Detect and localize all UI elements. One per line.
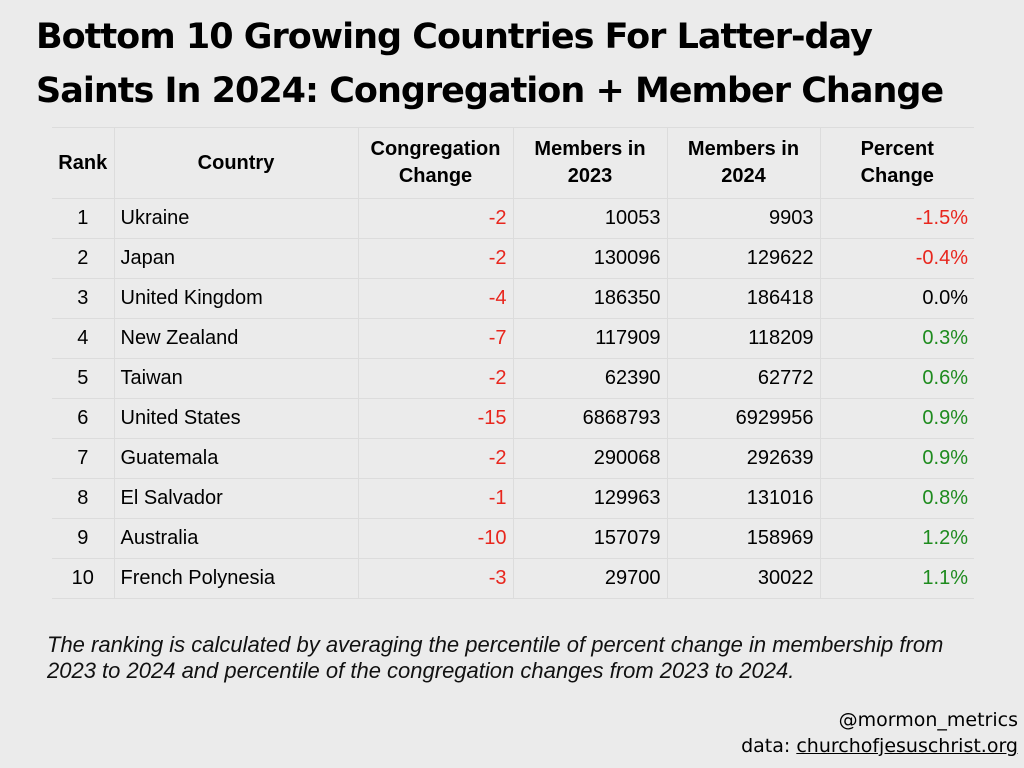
cell-members-2023: 290068 [513,438,668,479]
cell-rank: 2 [52,238,115,279]
cell-members-2023: 6868793 [513,398,668,439]
cell-country: Australia [114,518,359,559]
cell-members-2023: 130096 [513,238,668,279]
header-country-label: Country [197,151,275,174]
table-row: 10 French Polynesia -3 29700 30022 1.1% [52,558,974,599]
cell-members-2023: 29700 [513,558,668,599]
header-members-2024-line-2: 2024 [721,165,766,187]
cell-members-2024: 158969 [667,518,821,559]
table-row: 5 Taiwan -2 62390 62772 0.6% [52,358,974,399]
table-row: 4 New Zealand -7 117909 118209 0.3% [52,318,974,359]
cell-members-2023: 129963 [513,478,668,519]
header-members-2023-line-1: Members in [534,138,646,160]
table-row: 3 United Kingdom -4 186350 186418 0.0% [52,278,974,319]
cell-percent-change: 0.9% [820,438,974,479]
cell-congregation-change: -7 [358,318,514,359]
cell-congregation-change: -3 [358,558,514,599]
cell-country: United Kingdom [114,278,359,319]
cell-congregation-change: -2 [358,198,514,239]
header-percent-line-2: Change [860,165,934,187]
cell-rank: 7 [52,438,115,479]
header-congregation-line-2: Change [398,165,473,187]
table-row: 1 Ukraine -2 10053 9903 -1.5% [52,198,974,239]
cell-rank: 6 [52,398,115,439]
cell-percent-change: 0.9% [820,398,974,439]
cell-members-2023: 62390 [513,358,668,399]
header-percent-line-1: Percent [860,138,934,160]
header-members-2024: Members in 2024 [667,127,821,199]
cell-members-2023: 186350 [513,278,668,319]
cell-country: French Polynesia [114,558,359,599]
cell-congregation-change: -2 [358,238,514,279]
cell-country: Japan [114,238,359,279]
chart-title: Bottom 10 Growing Countries For Latter-d… [36,10,996,118]
cell-percent-change: 1.2% [820,518,974,559]
cell-percent-change: 0.0% [820,278,974,319]
cell-members-2024: 129622 [667,238,821,279]
data-table: Rank Country Congregation Change Members … [52,127,974,599]
cell-percent-change: -0.4% [820,238,974,279]
cell-country: Ukraine [114,198,359,239]
cell-congregation-change: -10 [358,518,514,559]
data-source-link[interactable]: churchofjesuschrist.org [796,735,1018,757]
cell-congregation-change: -15 [358,398,514,439]
header-country: Country [114,127,359,199]
cell-members-2024: 9903 [667,198,821,239]
cell-members-2024: 292639 [667,438,821,479]
table-row: 6 United States -15 6868793 6929956 0.9% [52,398,974,439]
title-line-1: Bottom 10 Growing Countries For Latter-d… [36,17,873,57]
cell-congregation-change: -4 [358,278,514,319]
header-congregation-line-1: Congregation [370,138,501,160]
cell-country: Taiwan [114,358,359,399]
table-row: 8 El Salvador -1 129963 131016 0.8% [52,478,974,519]
cell-percent-change: 0.3% [820,318,974,359]
table-header-row: Rank Country Congregation Change Members … [52,127,974,199]
cell-members-2024: 30022 [667,558,821,599]
cell-members-2024: 118209 [667,318,821,359]
cell-rank: 3 [52,278,115,319]
cell-members-2024: 131016 [667,478,821,519]
header-rank-label: Rank [58,151,108,174]
table-row: 2 Japan -2 130096 129622 -0.4% [52,238,974,279]
header-members-2023-line-2: 2023 [567,165,613,187]
cell-rank: 8 [52,478,115,519]
cell-country: Guatemala [114,438,359,479]
cell-country: United States [114,398,359,439]
cell-members-2024: 6929956 [667,398,821,439]
header-rank: Rank [52,127,115,199]
cell-country: El Salvador [114,478,359,519]
cell-percent-change: 0.6% [820,358,974,399]
cell-members-2023: 157079 [513,518,668,559]
cell-rank: 1 [52,198,115,239]
methodology-note: The ranking is calculated by averaging t… [47,632,944,683]
cell-congregation-change: -1 [358,478,514,519]
cell-rank: 5 [52,358,115,399]
data-source-prefix: data: [741,735,797,757]
cell-congregation-change: -2 [358,358,514,399]
author-handle: @mormon_metrics [838,709,1018,731]
data-source-credit: data: churchofjesuschrist.org [741,735,1018,757]
cell-members-2024: 186418 [667,278,821,319]
header-congregation-change: Congregation Change [358,127,514,199]
cell-members-2023: 10053 [513,198,668,239]
header-members-2024-line-1: Members in [687,138,800,160]
cell-rank: 10 [52,558,115,599]
title-line-2: Saints In 2024: Congregation + Member Ch… [36,71,944,111]
table-row: 9 Australia -10 157079 158969 1.2% [52,518,974,559]
cell-rank: 4 [52,318,115,359]
cell-members-2023: 117909 [513,318,668,359]
cell-percent-change: -1.5% [820,198,974,239]
data-table-container: Rank Country Congregation Change Members … [52,127,974,599]
header-percent-change: Percent Change [820,127,974,199]
cell-rank: 9 [52,518,115,559]
table-row: 7 Guatemala -2 290068 292639 0.9% [52,438,974,479]
cell-country: New Zealand [114,318,359,359]
cell-members-2024: 62772 [667,358,821,399]
table-body: 1 Ukraine -2 10053 9903 -1.5% 2 Japan -2 130096 12… [52,198,974,599]
cell-percent-change: 0.8% [820,478,974,519]
cell-percent-change: 1.1% [820,558,974,599]
header-members-2023: Members in 2023 [513,127,668,199]
cell-congregation-change: -2 [358,438,514,479]
